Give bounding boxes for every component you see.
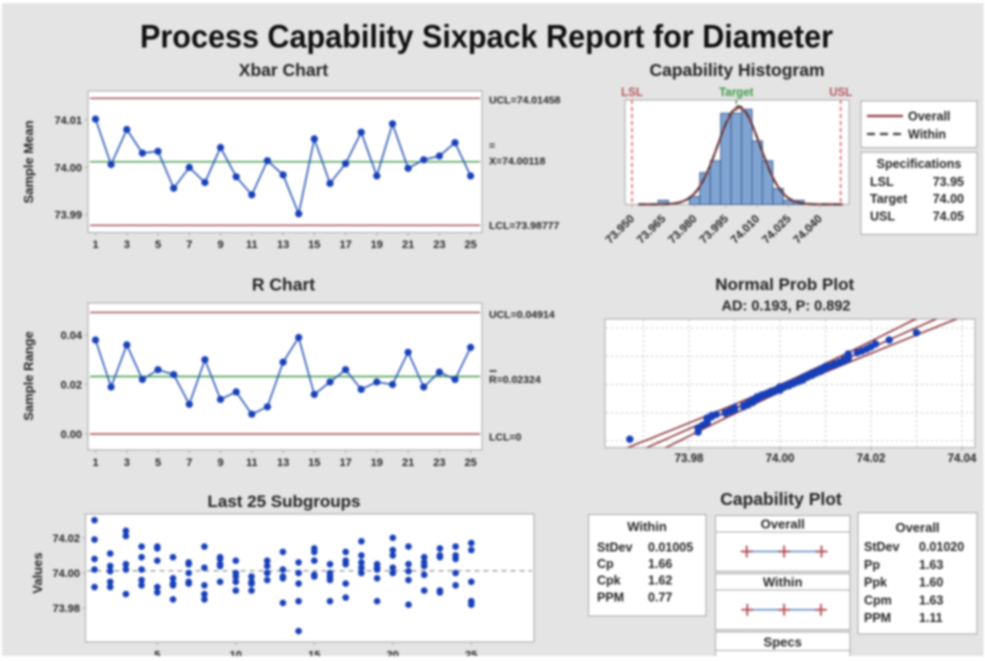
svg-text:LSL: LSL [621,87,643,99]
svg-text:X=74.00118: X=74.00118 [489,156,546,168]
svg-text:9: 9 [217,239,223,251]
svg-text:Cp: Cp [597,557,614,571]
svg-text:Cpk: Cpk [597,574,621,588]
svg-text:17: 17 [339,457,351,469]
svg-text:5: 5 [154,650,160,657]
svg-text:Target: Target [719,87,753,99]
svg-text:5: 5 [155,457,161,469]
svg-text:Capability Plot: Capability Plot [720,489,842,509]
svg-text:73.99: 73.99 [54,210,82,222]
svg-text:0.00: 0.00 [61,429,82,441]
svg-text:11: 11 [246,457,258,469]
svg-text:5: 5 [155,239,161,251]
svg-text:74.00: 74.00 [52,568,80,580]
svg-text:Specs: Specs [764,635,802,650]
svg-text:17: 17 [339,239,351,251]
svg-text:25: 25 [465,650,477,657]
svg-text:74.05: 74.05 [933,209,964,223]
svg-text:Sample Mean: Sample Mean [21,120,36,203]
svg-text:Xbar Chart: Xbar Chart [239,60,329,80]
svg-text:1.63: 1.63 [919,558,943,572]
svg-text:0.04: 0.04 [61,330,83,342]
svg-text:Ppk: Ppk [864,576,887,590]
svg-text:1.11: 1.11 [919,611,943,625]
svg-text:LSL: LSL [870,175,894,189]
svg-text:1.62: 1.62 [648,574,672,588]
svg-text:1.66: 1.66 [648,557,672,571]
svg-text:25: 25 [464,457,476,469]
svg-text:13: 13 [277,457,289,469]
svg-text:23: 23 [433,239,445,251]
svg-text:74.00: 74.00 [766,453,795,465]
svg-text:0.02: 0.02 [61,380,82,392]
svg-text:Specifications: Specifications [877,157,962,171]
svg-text:Process Capability Sixpack Rep: Process Capability Sixpack Report for Di… [140,19,833,55]
svg-text:Within: Within [763,575,803,590]
svg-text:AD: 0.193, P: 0.892: AD: 0.193, P: 0.892 [722,299,851,315]
svg-text:19: 19 [371,457,383,469]
svg-text:Overall: Overall [895,520,939,535]
svg-text:UCL=0.04914: UCL=0.04914 [489,309,555,321]
svg-text:23: 23 [433,457,445,469]
svg-text:Cpm: Cpm [864,593,892,607]
svg-text:7: 7 [186,239,192,251]
svg-text:1: 1 [92,457,98,469]
svg-text:Overall: Overall [908,110,950,124]
svg-text:UCL=74.01458: UCL=74.01458 [489,94,561,106]
svg-text:11: 11 [246,239,258,251]
svg-text:10: 10 [230,650,242,657]
svg-text:StDev: StDev [864,540,899,554]
svg-text:15: 15 [308,650,320,657]
svg-text:15: 15 [308,457,320,469]
svg-text:74.01: 74.01 [54,115,82,127]
svg-text:R Chart: R Chart [252,275,315,295]
svg-text:21: 21 [402,239,414,251]
svg-text:20: 20 [387,650,399,657]
svg-text:13: 13 [277,239,289,251]
svg-text:73.95: 73.95 [933,175,964,189]
svg-text:73.98: 73.98 [52,603,80,615]
svg-text:PPM: PPM [597,590,624,604]
svg-text:USL: USL [870,209,895,223]
svg-text:LCL=73.98777: LCL=73.98777 [489,220,559,232]
svg-text:7: 7 [186,457,192,469]
svg-text:Within: Within [627,519,667,534]
svg-text:74.00: 74.00 [54,162,82,174]
svg-text:=: = [489,140,495,152]
svg-text:3: 3 [124,457,130,469]
svg-text:73.98: 73.98 [675,453,704,465]
svg-text:Target: Target [870,192,908,206]
svg-text:Normal Prob Plot: Normal Prob Plot [715,275,854,294]
svg-text:StDev: StDev [597,541,632,555]
svg-text:15: 15 [308,239,320,251]
svg-text:PPM: PPM [864,611,891,625]
svg-text:25: 25 [464,239,476,251]
svg-text:Last 25 Subgroups: Last 25 Subgroups [207,492,360,511]
svg-text:0.77: 0.77 [648,590,672,604]
svg-text:USL: USL [829,87,852,99]
svg-text:74.02: 74.02 [857,453,886,465]
svg-text:1.63: 1.63 [919,593,943,607]
svg-text:0.01005: 0.01005 [648,541,693,555]
svg-text:1.60: 1.60 [919,576,943,590]
svg-text:Overall: Overall [761,517,805,532]
svg-text:74.02: 74.02 [52,533,80,545]
svg-text:9: 9 [217,457,223,469]
svg-text:3: 3 [124,239,130,251]
svg-text:Sample Range: Sample Range [21,331,36,421]
svg-text:Capability Histogram: Capability Histogram [649,60,824,80]
svg-text:Pp: Pp [864,558,880,572]
svg-text:19: 19 [371,239,383,251]
svg-text:21: 21 [402,457,414,469]
svg-text:74.04: 74.04 [948,453,977,465]
svg-text:0.01020: 0.01020 [919,540,964,554]
svg-text:LCL=0: LCL=0 [489,432,522,444]
svg-text:1: 1 [92,239,98,251]
svg-text:R=0.02324: R=0.02324 [489,374,541,386]
svg-text:74.00: 74.00 [933,192,964,206]
svg-text:Within: Within [908,128,946,142]
svg-text:Values: Values [30,552,45,593]
